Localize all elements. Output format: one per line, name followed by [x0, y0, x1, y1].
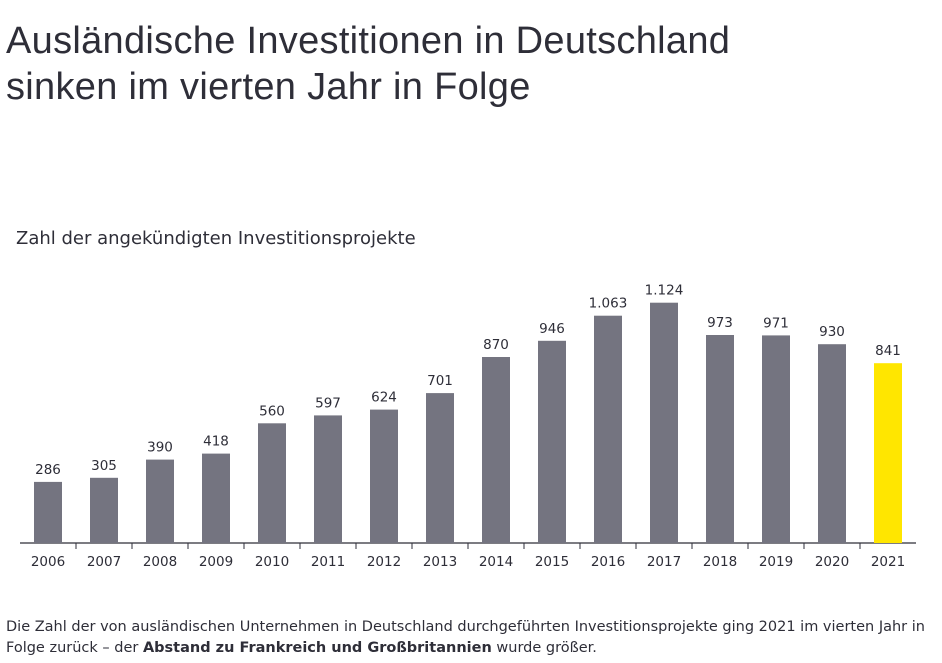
- value-label-2014: 870: [483, 337, 509, 353]
- bar-2011: [314, 415, 342, 543]
- tick-label-2014: 2014: [479, 554, 513, 570]
- bar-2015: [538, 340, 566, 543]
- tick-label-2007: 2007: [87, 554, 121, 570]
- bar-2012: [370, 409, 398, 543]
- tick-label-2019: 2019: [759, 554, 793, 570]
- bar-2020: [818, 344, 846, 543]
- chart-title: Zahl der angekündigten Investitionsproje…: [16, 228, 416, 249]
- value-label-2018: 973: [707, 315, 733, 331]
- value-label-2016: 1.063: [589, 296, 628, 312]
- tick-label-2012: 2012: [367, 554, 401, 570]
- tick-label-2021: 2021: [871, 554, 905, 570]
- value-label-2020: 930: [819, 324, 845, 340]
- bar-2007: [90, 477, 118, 543]
- tick-label-2018: 2018: [703, 554, 737, 570]
- value-label-2011: 597: [315, 395, 341, 411]
- tick-label-2010: 2010: [255, 554, 289, 570]
- tick-label-2011: 2011: [311, 554, 345, 570]
- value-label-2009: 418: [203, 434, 229, 450]
- value-label-2008: 390: [147, 440, 173, 456]
- caption: Die Zahl der von ausländischen Unternehm…: [6, 617, 926, 659]
- value-label-2007: 305: [91, 458, 117, 474]
- value-label-2021: 841: [875, 343, 901, 359]
- bar-2019: [762, 335, 790, 543]
- tick-label-2020: 2020: [815, 554, 849, 570]
- value-label-2017: 1.124: [645, 283, 684, 299]
- bar-2009: [202, 453, 230, 543]
- value-label-2006: 286: [35, 462, 61, 478]
- value-label-2015: 946: [539, 321, 565, 337]
- tick-label-2016: 2016: [591, 554, 625, 570]
- tick-label-2008: 2008: [143, 554, 177, 570]
- tick-label-2006: 2006: [31, 554, 65, 570]
- bar-2008: [146, 459, 174, 543]
- bar-2016: [594, 315, 622, 543]
- bar-2018: [706, 335, 734, 543]
- caption-text-1: Die Zahl der von ausländischen Unternehm…: [6, 619, 925, 656]
- bar-2017: [650, 302, 678, 543]
- caption-bold-text: Abstand zu Frankreich und Großbritannien: [142, 640, 492, 656]
- value-label-2012: 624: [371, 390, 397, 406]
- tick-label-2013: 2013: [423, 554, 457, 570]
- bar-2013: [426, 393, 454, 543]
- bar-chart: 286 2006 305 2007 390 2008 418 2009 560 2010 597 20…: [20, 283, 916, 570]
- headline-line-1: Ausländische Investitionen in Deutschlan…: [6, 20, 731, 62]
- bar-2014: [482, 357, 510, 543]
- bar-2021: [874, 363, 902, 543]
- bar-2006: [34, 481, 62, 543]
- value-label-2013: 701: [427, 373, 453, 389]
- tick-label-2015: 2015: [535, 554, 569, 570]
- tick-label-2009: 2009: [199, 554, 233, 570]
- value-label-2010: 560: [259, 403, 285, 419]
- headline-line-2: sinken im vierten Jahr in Folge: [6, 66, 531, 108]
- caption-text-2: wurde größer.: [491, 640, 597, 656]
- bar-2010: [258, 423, 286, 543]
- tick-label-2017: 2017: [647, 554, 681, 570]
- value-label-2019: 971: [763, 315, 789, 331]
- headline: Ausländische Investitionen in Deutschlan…: [6, 18, 926, 110]
